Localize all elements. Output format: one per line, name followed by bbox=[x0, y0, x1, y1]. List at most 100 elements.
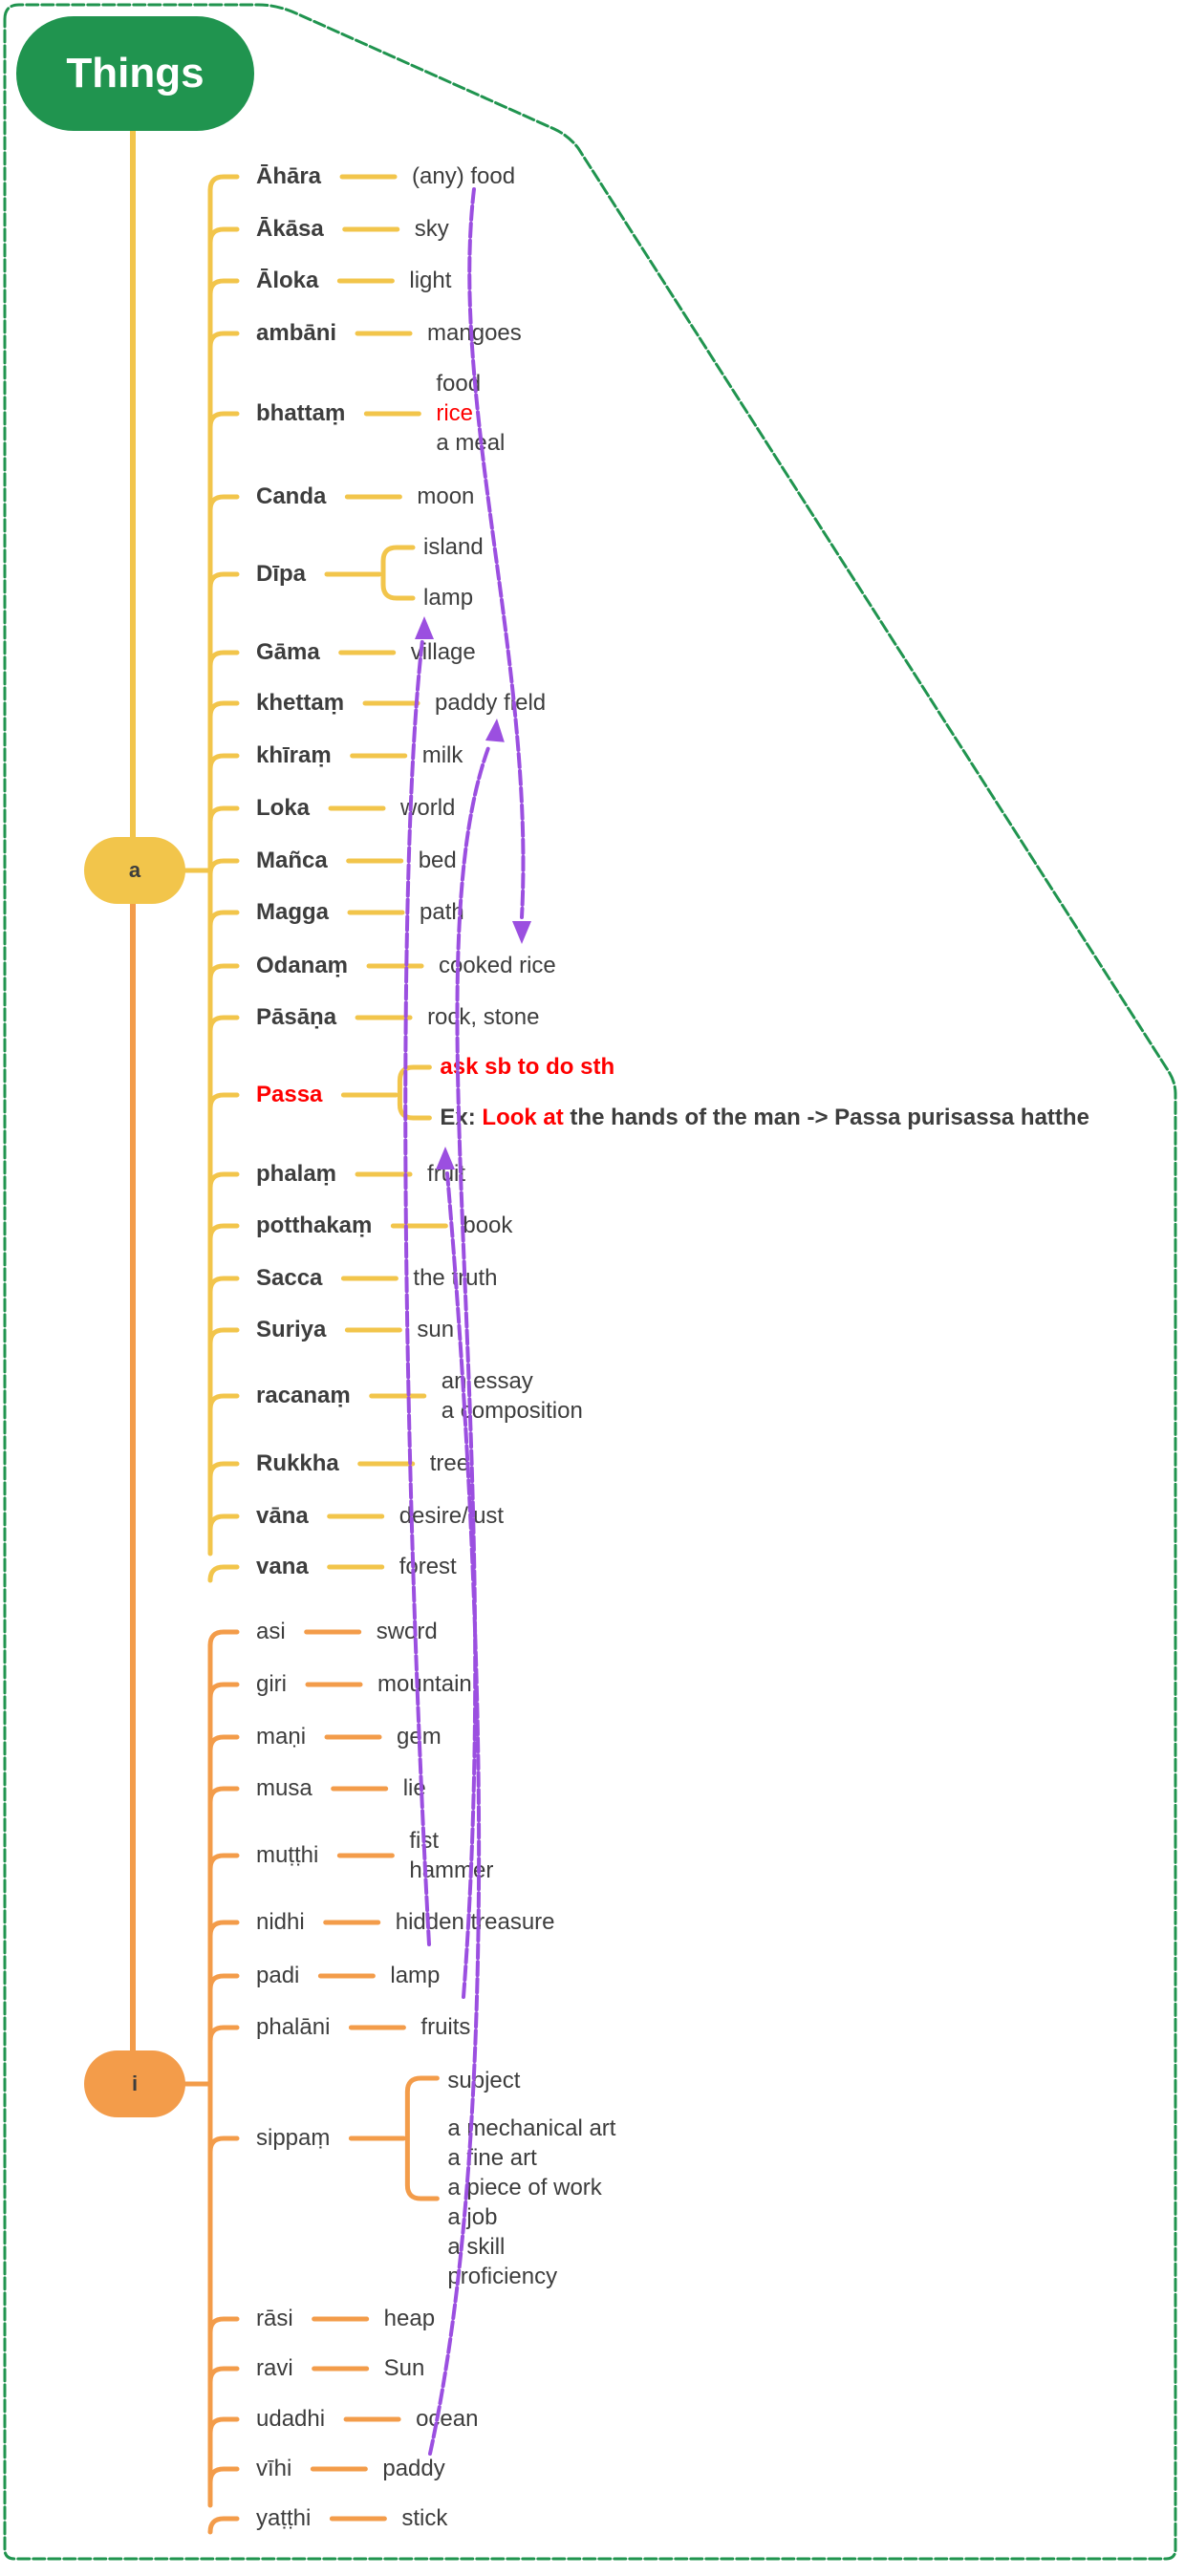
meaning-text[interactable]: island bbox=[423, 534, 484, 560]
term-label[interactable]: phalāni bbox=[256, 2014, 331, 2040]
row-stub bbox=[207, 858, 240, 877]
term-label[interactable]: ambāni bbox=[256, 320, 337, 346]
term-label[interactable]: phalaṃ bbox=[256, 1161, 337, 1187]
meaning-text[interactable]: moon bbox=[417, 483, 475, 509]
row-stub bbox=[207, 1786, 240, 1805]
meaning-text[interactable]: cooked rice bbox=[439, 953, 556, 978]
meaning-text[interactable]: a skill bbox=[447, 2234, 506, 2260]
meaning-text[interactable]: sword bbox=[376, 1619, 438, 1644]
term-label[interactable]: muṭṭhi bbox=[256, 1842, 319, 1868]
row-stub bbox=[207, 963, 240, 982]
term-label[interactable]: asi bbox=[256, 1619, 286, 1644]
meaning-text[interactable]: desire/lust bbox=[399, 1503, 505, 1529]
term-label[interactable]: Canda bbox=[256, 483, 327, 509]
term-label[interactable]: sippaṃ bbox=[256, 2125, 331, 2151]
meaning-text[interactable]: book bbox=[463, 1213, 513, 1238]
meaning-text[interactable]: food bbox=[436, 371, 482, 397]
meaning-text[interactable]: light bbox=[409, 268, 452, 293]
meaning-text[interactable]: paddy bbox=[382, 2456, 445, 2481]
term-label[interactable]: vāna bbox=[256, 1503, 309, 1529]
row-stub bbox=[207, 1092, 240, 1111]
term-label[interactable]: ravi bbox=[256, 2355, 293, 2381]
term-label[interactable]: Dīpa bbox=[256, 561, 307, 587]
row-stub bbox=[207, 571, 240, 590]
term-label[interactable]: khīraṃ bbox=[256, 742, 332, 768]
term-label[interactable]: Mañca bbox=[256, 848, 328, 873]
meaning-text[interactable]: village bbox=[410, 639, 476, 665]
term-label[interactable]: Loka bbox=[256, 795, 311, 821]
topic-a[interactable]: a bbox=[84, 837, 185, 904]
meaning-text[interactable]: stick bbox=[401, 2505, 448, 2531]
term-label[interactable]: racanaṃ bbox=[256, 1383, 351, 1408]
meaning-text[interactable]: lamp bbox=[423, 585, 474, 611]
meaning-text[interactable]: fruit bbox=[427, 1161, 466, 1187]
meaning-text[interactable]: rock, stone bbox=[427, 1004, 540, 1030]
meaning-text[interactable]: subject bbox=[447, 2068, 521, 2093]
row-stub bbox=[207, 2025, 240, 2044]
term-label[interactable]: Odanaṃ bbox=[256, 953, 349, 978]
meaning-text[interactable]: sky bbox=[414, 216, 449, 242]
row-stub bbox=[207, 494, 240, 513]
term-label[interactable]: nidhi bbox=[256, 1909, 305, 1935]
term-label[interactable]: rāsi bbox=[256, 2306, 293, 2331]
meaning-text[interactable]: a job bbox=[447, 2204, 498, 2230]
example-segment: the hands of the man -> Passa purisassa … bbox=[563, 1105, 1089, 1130]
term-label[interactable]: giri bbox=[256, 1671, 288, 1697]
meaning-text[interactable]: sun bbox=[417, 1317, 455, 1342]
meaning-text[interactable]: lamp bbox=[390, 1963, 441, 1988]
meaning-text[interactable]: bed bbox=[418, 848, 457, 873]
meaning-text[interactable]: proficiency bbox=[447, 2264, 558, 2289]
meaning-text[interactable]: lie bbox=[402, 1775, 426, 1801]
meaning-text[interactable]: a fine art bbox=[447, 2145, 537, 2171]
term-label[interactable]: Pāsāṇa bbox=[256, 1004, 337, 1030]
meaning-text[interactable]: fruits bbox=[420, 2014, 471, 2040]
term-label[interactable]: vīhi bbox=[256, 2456, 292, 2481]
meaning-text[interactable]: rice bbox=[436, 400, 474, 426]
meaning-text[interactable]: gem bbox=[397, 1724, 442, 1750]
term-label[interactable]: Passa bbox=[256, 1082, 323, 1107]
meaning-text[interactable]: mangoes bbox=[427, 320, 522, 346]
term-label[interactable]: padi bbox=[256, 1963, 300, 1988]
term-label[interactable]: udadhi bbox=[256, 2406, 326, 2432]
meaning-text[interactable]: path bbox=[420, 899, 464, 925]
term-label[interactable]: Magga bbox=[256, 899, 330, 925]
meaning-text[interactable]: ocean bbox=[416, 2406, 479, 2432]
term-label[interactable]: Rukkha bbox=[256, 1450, 339, 1476]
meaning-text[interactable]: hidden treasure bbox=[395, 1909, 555, 1935]
meaning-text[interactable]: an essay bbox=[441, 1367, 533, 1394]
term-label[interactable]: potthakaṃ bbox=[256, 1213, 373, 1238]
meaning-text[interactable]: a mechanical art bbox=[447, 2115, 616, 2141]
meaning-text[interactable]: world bbox=[400, 795, 456, 821]
meaning-text[interactable]: heap bbox=[383, 2306, 436, 2331]
meaning-text[interactable]: mountain bbox=[377, 1671, 472, 1697]
meaning-text[interactable]: fist bbox=[409, 1827, 440, 1854]
term-label[interactable]: bhattaṃ bbox=[256, 400, 346, 426]
term-label[interactable]: vana bbox=[256, 1554, 309, 1579]
term-label[interactable]: Suriya bbox=[256, 1317, 327, 1342]
meaning-text[interactable]: the truth bbox=[413, 1265, 498, 1291]
term-label[interactable]: Gāma bbox=[256, 639, 320, 665]
meaning-text[interactable]: tree bbox=[429, 1450, 470, 1476]
term-label[interactable]: maṇi bbox=[256, 1724, 307, 1750]
meaning-text[interactable]: a piece of work bbox=[447, 2175, 602, 2200]
term-label[interactable]: khettaṃ bbox=[256, 690, 345, 716]
meaning-text[interactable]: milk bbox=[421, 742, 463, 768]
meaning-text[interactable]: a meal bbox=[436, 430, 506, 456]
boundary-outline bbox=[3, 3, 1177, 2561]
meaning-text[interactable]: forest bbox=[399, 1554, 457, 1579]
meaning-text[interactable]: ask sb to do sth bbox=[440, 1054, 615, 1080]
term-label[interactable]: yaṭṭhi bbox=[256, 2505, 312, 2531]
meaning-text[interactable]: paddy field bbox=[435, 690, 547, 716]
meaning-text[interactable]: Ex: Look at the hands of the man -> Pass… bbox=[440, 1103, 1089, 1132]
root-topic-things[interactable]: Things bbox=[16, 16, 254, 131]
term-label[interactable]: Sacca bbox=[256, 1265, 323, 1291]
term-label[interactable]: Āloka bbox=[256, 268, 319, 293]
meaning-text[interactable]: a composition bbox=[441, 1397, 583, 1424]
meaning-text[interactable]: (any) food bbox=[412, 163, 516, 189]
term-label[interactable]: Āhāra bbox=[256, 163, 322, 189]
meaning-text[interactable]: hammer bbox=[409, 1857, 494, 1883]
meaning-text[interactable]: Sun bbox=[383, 2355, 425, 2381]
term-label[interactable]: musa bbox=[256, 1775, 312, 1801]
term-label[interactable]: Ākāsa bbox=[256, 216, 324, 242]
topic-i[interactable]: i bbox=[84, 2050, 185, 2117]
